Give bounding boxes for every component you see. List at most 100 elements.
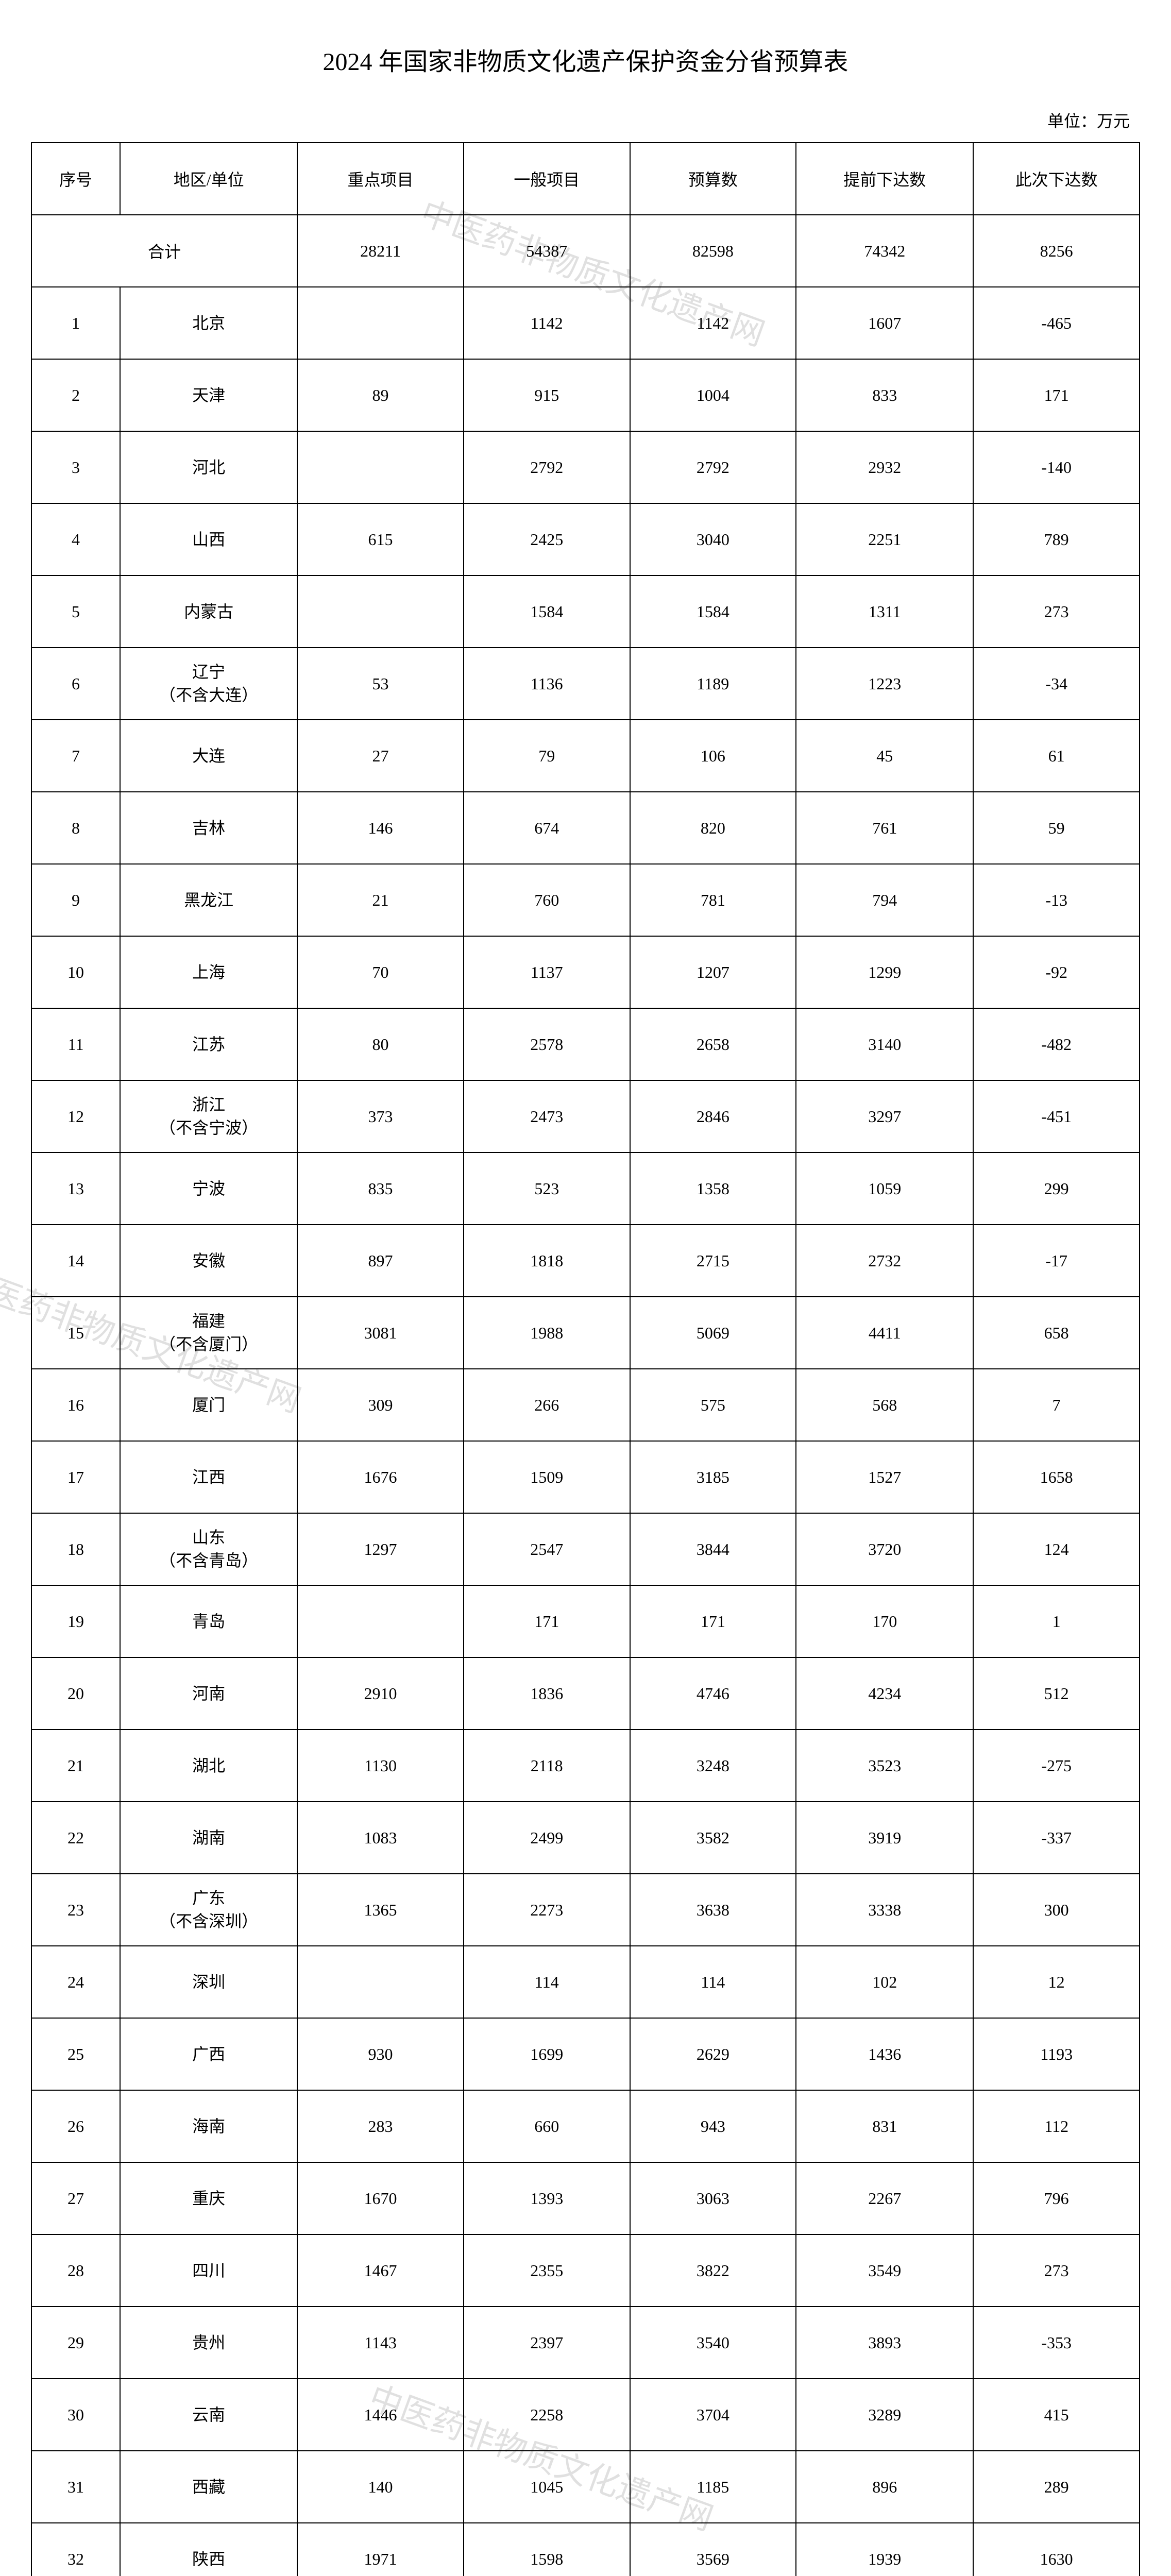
cell-seq: 22 [31,1802,120,1874]
cell-general-project: 1142 [464,287,630,359]
cell-seq: 23 [31,1874,120,1946]
cell-key-project: 897 [297,1225,464,1297]
cell-general-project: 2499 [464,1802,630,1874]
cell-seq: 26 [31,2090,120,2162]
cell-pre-issued: 1436 [796,2018,973,2090]
cell-region: 福建（不含厦门） [120,1297,297,1369]
cell-key-project: 930 [297,2018,464,2090]
table-row: 3河北279227922932-140 [31,431,1140,503]
cell-this-issued: -140 [973,431,1140,503]
cell-seq: 12 [31,1080,120,1153]
cell-this-issued: 112 [973,2090,1140,2162]
cell-general-project: 1509 [464,1441,630,1513]
cell-budget: 781 [630,864,796,936]
cell-region: 上海 [120,936,297,1008]
table-row: 9黑龙江21760781794-13 [31,864,1140,936]
cell-seq: 7 [31,720,120,792]
cell-key-project [297,575,464,648]
cell-budget: 3040 [630,503,796,575]
cell-pre-issued: 4234 [796,1657,973,1730]
cell-pre-issued: 3720 [796,1513,973,1585]
cell-this-issued: 789 [973,503,1140,575]
table-row: 22湖南1083249935823919-337 [31,1802,1140,1874]
table-row: 19青岛1711711701 [31,1585,1140,1657]
cell-seq: 21 [31,1730,120,1802]
cell-seq: 11 [31,1008,120,1080]
cell-pre-issued: 1223 [796,648,973,720]
table-row: 6辽宁（不含大连）53113611891223-34 [31,648,1140,720]
header-region: 地区/单位 [120,143,297,215]
cell-general-project: 2118 [464,1730,630,1802]
cell-key-project: 146 [297,792,464,864]
cell-budget: 4746 [630,1657,796,1730]
cell-budget: 106 [630,720,796,792]
cell-budget: 2715 [630,1225,796,1297]
cell-general-project: 2547 [464,1513,630,1585]
cell-key-project: 53 [297,648,464,720]
header-general-project: 一般项目 [464,143,630,215]
cell-this-issued: 7 [973,1369,1140,1441]
table-row: 16厦门3092665755687 [31,1369,1140,1441]
table-row: 18山东（不含青岛）1297254738443720124 [31,1513,1140,1585]
cell-budget: 1185 [630,2451,796,2523]
cell-general-project: 2578 [464,1008,630,1080]
cell-key-project: 21 [297,864,464,936]
cell-pre-issued: 170 [796,1585,973,1657]
cell-seq: 6 [31,648,120,720]
cell-key-project: 2910 [297,1657,464,1730]
header-this-issued: 此次下达数 [973,143,1140,215]
cell-pre-issued: 3919 [796,1802,973,1874]
cell-seq: 30 [31,2379,120,2451]
cell-budget: 1207 [630,936,796,1008]
cell-key-project: 1676 [297,1441,464,1513]
cell-region: 云南 [120,2379,297,2451]
cell-key-project [297,431,464,503]
cell-pre-issued: 4411 [796,1297,973,1369]
cell-this-issued: 300 [973,1874,1140,1946]
table-row: 17江西16761509318515271658 [31,1441,1140,1513]
cell-region: 广西 [120,2018,297,2090]
table-row: 1北京114211421607-465 [31,287,1140,359]
cell-seq: 10 [31,936,120,1008]
cell-seq: 1 [31,287,120,359]
cell-general-project: 1699 [464,2018,630,2090]
cell-seq: 8 [31,792,120,864]
cell-seq: 18 [31,1513,120,1585]
table-row: 12浙江（不含宁波）373247328463297-451 [31,1080,1140,1153]
cell-seq: 3 [31,431,120,503]
cell-pre-issued: 794 [796,864,973,936]
cell-budget: 943 [630,2090,796,2162]
cell-this-issued: 1630 [973,2523,1140,2576]
cell-budget: 114 [630,1946,796,2018]
cell-budget: 3540 [630,2307,796,2379]
cell-region: 厦门 [120,1369,297,1441]
cell-key-project: 1083 [297,1802,464,1874]
cell-budget: 171 [630,1585,796,1657]
table-row: 27重庆1670139330632267796 [31,2162,1140,2234]
cell-pre-issued: 1299 [796,936,973,1008]
cell-seq: 17 [31,1441,120,1513]
cell-budget: 1189 [630,648,796,720]
table-row: 31西藏14010451185896289 [31,2451,1140,2523]
cell-budget: 3569 [630,2523,796,2576]
cell-this-issued: 512 [973,1657,1140,1730]
cell-pre-issued: 2732 [796,1225,973,1297]
total-pre-issued: 74342 [796,215,973,287]
cell-pre-issued: 102 [796,1946,973,2018]
cell-general-project: 1393 [464,2162,630,2234]
cell-key-project: 1365 [297,1874,464,1946]
cell-region: 辽宁（不含大连） [120,648,297,720]
table-row: 8吉林14667482076159 [31,792,1140,864]
cell-region: 湖南 [120,1802,297,1874]
cell-region: 四川 [120,2234,297,2307]
table-row: 2天津899151004833171 [31,359,1140,431]
cell-seq: 24 [31,1946,120,2018]
cell-key-project: 309 [297,1369,464,1441]
cell-region: 黑龙江 [120,864,297,936]
cell-region: 山东（不含青岛） [120,1513,297,1585]
cell-general-project: 79 [464,720,630,792]
cell-budget: 3844 [630,1513,796,1585]
cell-general-project: 2792 [464,431,630,503]
cell-general-project: 114 [464,1946,630,2018]
cell-seq: 31 [31,2451,120,2523]
